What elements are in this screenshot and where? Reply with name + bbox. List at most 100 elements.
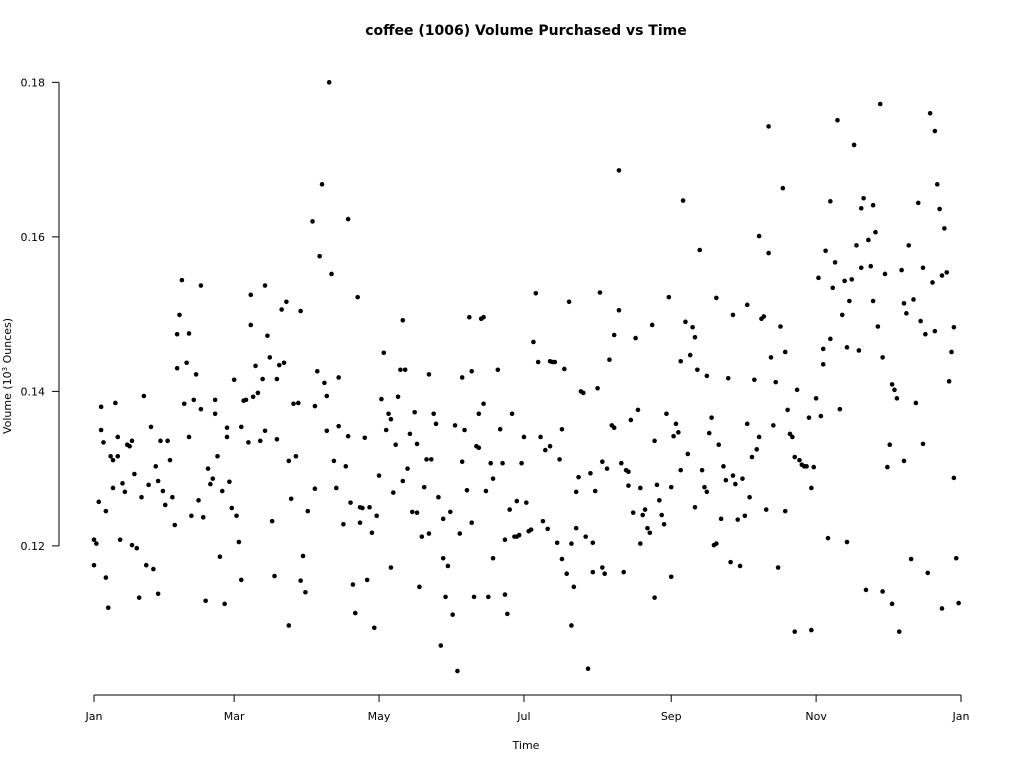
point <box>402 367 408 373</box>
point <box>723 477 729 483</box>
point <box>918 318 923 324</box>
point <box>481 401 486 407</box>
point <box>274 376 280 382</box>
point <box>298 308 303 314</box>
point <box>930 280 935 285</box>
point <box>806 415 812 420</box>
point <box>844 345 850 350</box>
point <box>369 530 375 536</box>
point <box>440 516 446 522</box>
point <box>844 539 850 545</box>
point <box>813 396 819 401</box>
point <box>571 584 577 590</box>
point <box>733 481 738 487</box>
point <box>894 396 900 401</box>
point <box>887 442 893 447</box>
point <box>151 566 156 572</box>
point <box>155 591 161 597</box>
point <box>502 592 508 597</box>
point <box>324 393 330 399</box>
point <box>892 387 897 393</box>
point <box>756 233 762 239</box>
point <box>749 454 755 460</box>
point <box>687 352 693 358</box>
point <box>854 243 859 248</box>
point <box>236 539 242 545</box>
point <box>371 625 377 631</box>
point <box>951 324 957 330</box>
point <box>747 494 752 500</box>
point <box>828 199 833 204</box>
point <box>778 324 783 329</box>
point <box>744 302 750 308</box>
point <box>400 318 406 323</box>
point <box>139 494 144 500</box>
point <box>861 195 866 201</box>
point <box>915 200 921 206</box>
point <box>224 425 230 430</box>
point <box>946 379 952 384</box>
point <box>189 513 194 519</box>
point <box>932 328 938 334</box>
point <box>671 433 676 439</box>
point <box>659 512 665 518</box>
x-tick-label: Sep <box>661 710 682 723</box>
point <box>811 464 817 470</box>
point <box>535 359 541 365</box>
point <box>293 453 299 459</box>
point <box>704 373 710 379</box>
point <box>626 483 631 488</box>
point <box>661 521 667 527</box>
point <box>676 430 681 435</box>
point <box>706 430 712 436</box>
point <box>219 488 225 494</box>
point <box>110 485 116 491</box>
point <box>383 427 389 433</box>
point <box>573 489 579 495</box>
point <box>569 623 574 628</box>
point <box>417 584 422 590</box>
point <box>904 311 909 316</box>
point <box>581 390 586 396</box>
point <box>956 600 961 606</box>
point <box>174 365 180 371</box>
point <box>238 424 244 430</box>
point <box>488 460 493 466</box>
point <box>626 469 631 475</box>
point <box>889 601 895 607</box>
point <box>877 101 883 107</box>
point <box>825 535 831 541</box>
point <box>858 265 864 271</box>
point <box>792 629 798 634</box>
chart-title: coffee (1006) Volume Purchased vs Time <box>365 23 687 39</box>
point <box>666 294 672 300</box>
point <box>260 376 265 382</box>
point <box>490 476 496 481</box>
point <box>198 406 204 412</box>
point <box>913 400 919 406</box>
point <box>238 577 244 583</box>
point <box>253 363 258 369</box>
point <box>345 433 351 439</box>
point <box>649 322 655 328</box>
point <box>562 366 567 372</box>
point <box>533 290 539 296</box>
point <box>374 513 379 519</box>
point <box>360 505 365 511</box>
point <box>771 423 776 428</box>
point <box>585 666 591 672</box>
point <box>462 427 467 433</box>
point <box>257 438 263 444</box>
point <box>398 367 403 373</box>
point <box>288 496 294 502</box>
x-tick-label: Jan <box>952 710 970 723</box>
point <box>312 486 318 492</box>
point <box>162 502 168 508</box>
point <box>362 435 368 441</box>
point <box>433 421 439 427</box>
point <box>110 457 116 463</box>
point <box>409 509 415 515</box>
point <box>314 368 320 374</box>
point <box>692 335 698 340</box>
point <box>388 416 394 422</box>
